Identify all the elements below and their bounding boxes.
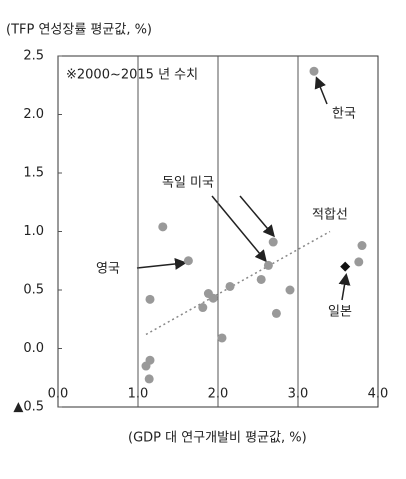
- y-axis-label: (TFP 연성장률 평균값, %): [6, 23, 152, 38]
- point: [354, 257, 364, 267]
- point: [340, 261, 351, 272]
- point: [183, 256, 193, 266]
- arrow: [136, 257, 187, 270]
- point: [263, 260, 273, 270]
- annotation: 독일 미국: [162, 176, 214, 191]
- point: [158, 222, 168, 232]
- point: [198, 303, 208, 313]
- x-tick-label: 4.0: [368, 387, 389, 402]
- arrow: [314, 76, 328, 105]
- point: [268, 237, 278, 247]
- point: [141, 361, 151, 371]
- y-tick-label: 0.0: [23, 341, 44, 356]
- fit-line: [145, 230, 331, 336]
- y-tick-label: 0.5: [23, 283, 44, 298]
- point: [208, 293, 218, 303]
- annotation: 적합선: [312, 208, 348, 223]
- x-axis-label: (GDP 대 연구개발비 평균값, %): [128, 431, 307, 446]
- point: [144, 374, 154, 384]
- point: [357, 241, 367, 251]
- y-tick-label: 2.0: [23, 107, 44, 122]
- annotation: 일본: [328, 305, 352, 320]
- arrow: [211, 195, 267, 263]
- arrow: [239, 195, 275, 238]
- x-tick-label: 0.0: [48, 387, 69, 402]
- x-tick-label: 2.0: [208, 387, 229, 402]
- point: [309, 66, 319, 76]
- point: [217, 333, 227, 343]
- point: [256, 274, 266, 284]
- y-tick-label: 2.5: [23, 49, 44, 64]
- point: [285, 285, 295, 295]
- annotation: 영국: [96, 262, 120, 277]
- annotation: 한국: [332, 107, 356, 122]
- arrows: [136, 76, 351, 301]
- note: ※2000~2015 년 수치: [66, 68, 198, 83]
- x-tick-label: 3.0: [288, 387, 309, 402]
- arrow: [338, 273, 351, 301]
- y-tick-label: ▲0.5: [13, 400, 44, 415]
- y-tick-label: 1.5: [23, 166, 44, 181]
- point: [145, 294, 155, 304]
- point: [225, 281, 235, 291]
- y-tick-label: 1.0: [23, 224, 44, 239]
- x-tick-label: 1.0: [128, 387, 149, 402]
- point: [271, 308, 281, 318]
